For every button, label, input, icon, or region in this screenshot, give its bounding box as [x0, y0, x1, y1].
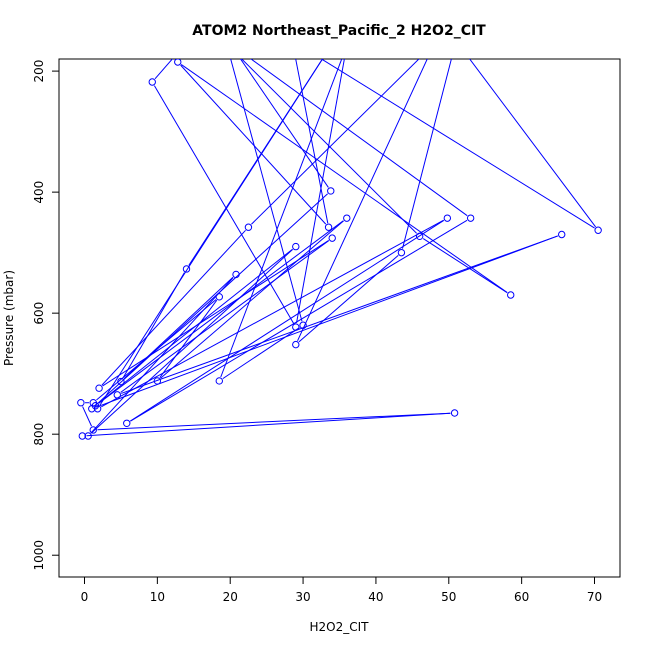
- data-point: [123, 419, 131, 427]
- x-tick-label: 10: [150, 590, 165, 604]
- series-line-segment: [296, 59, 345, 324]
- data-point: [153, 377, 162, 385]
- series-line-segment: [297, 59, 428, 342]
- data-point: [95, 384, 103, 392]
- data-point: [215, 293, 223, 301]
- data-point: [324, 223, 333, 231]
- data-point: [232, 270, 240, 279]
- series-line-segment: [230, 59, 303, 322]
- data-point: [89, 426, 97, 434]
- y-tick-label: 800: [32, 423, 46, 446]
- x-tick-label: 30: [295, 590, 310, 604]
- y-tick-label: 600: [32, 302, 46, 325]
- series-line-segment: [130, 219, 468, 422]
- data-point: [594, 226, 602, 234]
- series-line-segment: [102, 239, 329, 387]
- data-point: [84, 432, 92, 440]
- series-line-segment: [422, 238, 508, 294]
- series-line-segment: [98, 248, 293, 404]
- data-point: [292, 242, 300, 251]
- data-point: [174, 59, 182, 66]
- series-line-segment: [90, 249, 294, 434]
- series-line-segment: [82, 406, 92, 427]
- x-axis-label: H2O2_CIT: [310, 620, 370, 634]
- plot-frame: [58, 58, 621, 578]
- series-line-segment: [220, 59, 343, 378]
- series-line-segment: [320, 59, 595, 229]
- chart-title: ATOM2 Northeast_Pacific_2 H2O2_CIT: [192, 23, 486, 39]
- series-line-segment: [130, 219, 445, 422]
- data-point: [328, 234, 336, 242]
- data-point: [415, 232, 424, 241]
- data-point: [397, 248, 406, 257]
- series-line-segment: [251, 59, 420, 225]
- data-point: [450, 409, 459, 417]
- y-axis-label: Pressure (mbar): [2, 270, 16, 366]
- data-point: [77, 399, 85, 407]
- x-tick-label: 40: [368, 590, 383, 604]
- data-point: [343, 214, 351, 222]
- data-point: [292, 323, 300, 331]
- series-line-segment: [154, 59, 173, 80]
- data-point: [113, 391, 121, 399]
- data-point: [327, 187, 335, 195]
- series-line-segment: [469, 59, 597, 228]
- series-line-segment: [101, 229, 246, 386]
- series-line-segment: [90, 277, 234, 434]
- data-point: [558, 230, 566, 239]
- series-line-segment: [298, 255, 399, 343]
- data-point: [89, 399, 97, 407]
- series-line-segment: [122, 272, 185, 379]
- series-line-segment: [121, 235, 558, 394]
- series-line-segment: [241, 59, 418, 234]
- y-tick-label: 400: [32, 181, 46, 204]
- data-point: [148, 78, 156, 86]
- series-line-segment: [159, 299, 218, 378]
- y-tick-label: 1000: [32, 540, 46, 571]
- series-line-segment: [94, 193, 328, 407]
- series-line-segment: [180, 64, 327, 225]
- series-line-segment: [96, 299, 217, 401]
- data-point: [117, 377, 125, 386]
- series-line-segment: [239, 59, 329, 188]
- x-tick-label: 20: [223, 590, 238, 604]
- y-axis: 200 400 600 800 1000: [32, 60, 59, 571]
- series-line-segment: [101, 219, 444, 408]
- data-point: [466, 214, 475, 222]
- series-line-segment: [295, 59, 329, 224]
- series-layer: [82, 59, 597, 437]
- data-point: [244, 223, 253, 231]
- series-line-segment: [250, 59, 468, 217]
- y-tick-label: 200: [32, 60, 46, 83]
- series-line-segment: [401, 59, 452, 249]
- data-point: [182, 265, 191, 273]
- series-line-segment: [98, 220, 344, 404]
- series-line-segment: [120, 240, 330, 393]
- data-point: [292, 340, 300, 349]
- x-tick-label: 50: [441, 590, 456, 604]
- x-axis: 0 10 20 30 40 50 60 70: [81, 577, 602, 604]
- data-point: [78, 432, 87, 440]
- x-tick-label: 70: [587, 590, 602, 604]
- series-line-segment: [188, 59, 324, 266]
- x-tick-label: 60: [514, 590, 529, 604]
- data-point: [507, 291, 515, 299]
- marker-layer: [77, 59, 602, 440]
- series-line-segment: [95, 235, 558, 408]
- series-line-segment: [160, 220, 344, 379]
- x-tick-label: 0: [81, 590, 89, 604]
- data-point: [443, 214, 452, 222]
- series-line-segment: [86, 412, 451, 437]
- series-line-segment: [97, 412, 451, 431]
- series-line-segment: [180, 64, 508, 294]
- data-point: [215, 377, 223, 385]
- data-point: [299, 321, 307, 329]
